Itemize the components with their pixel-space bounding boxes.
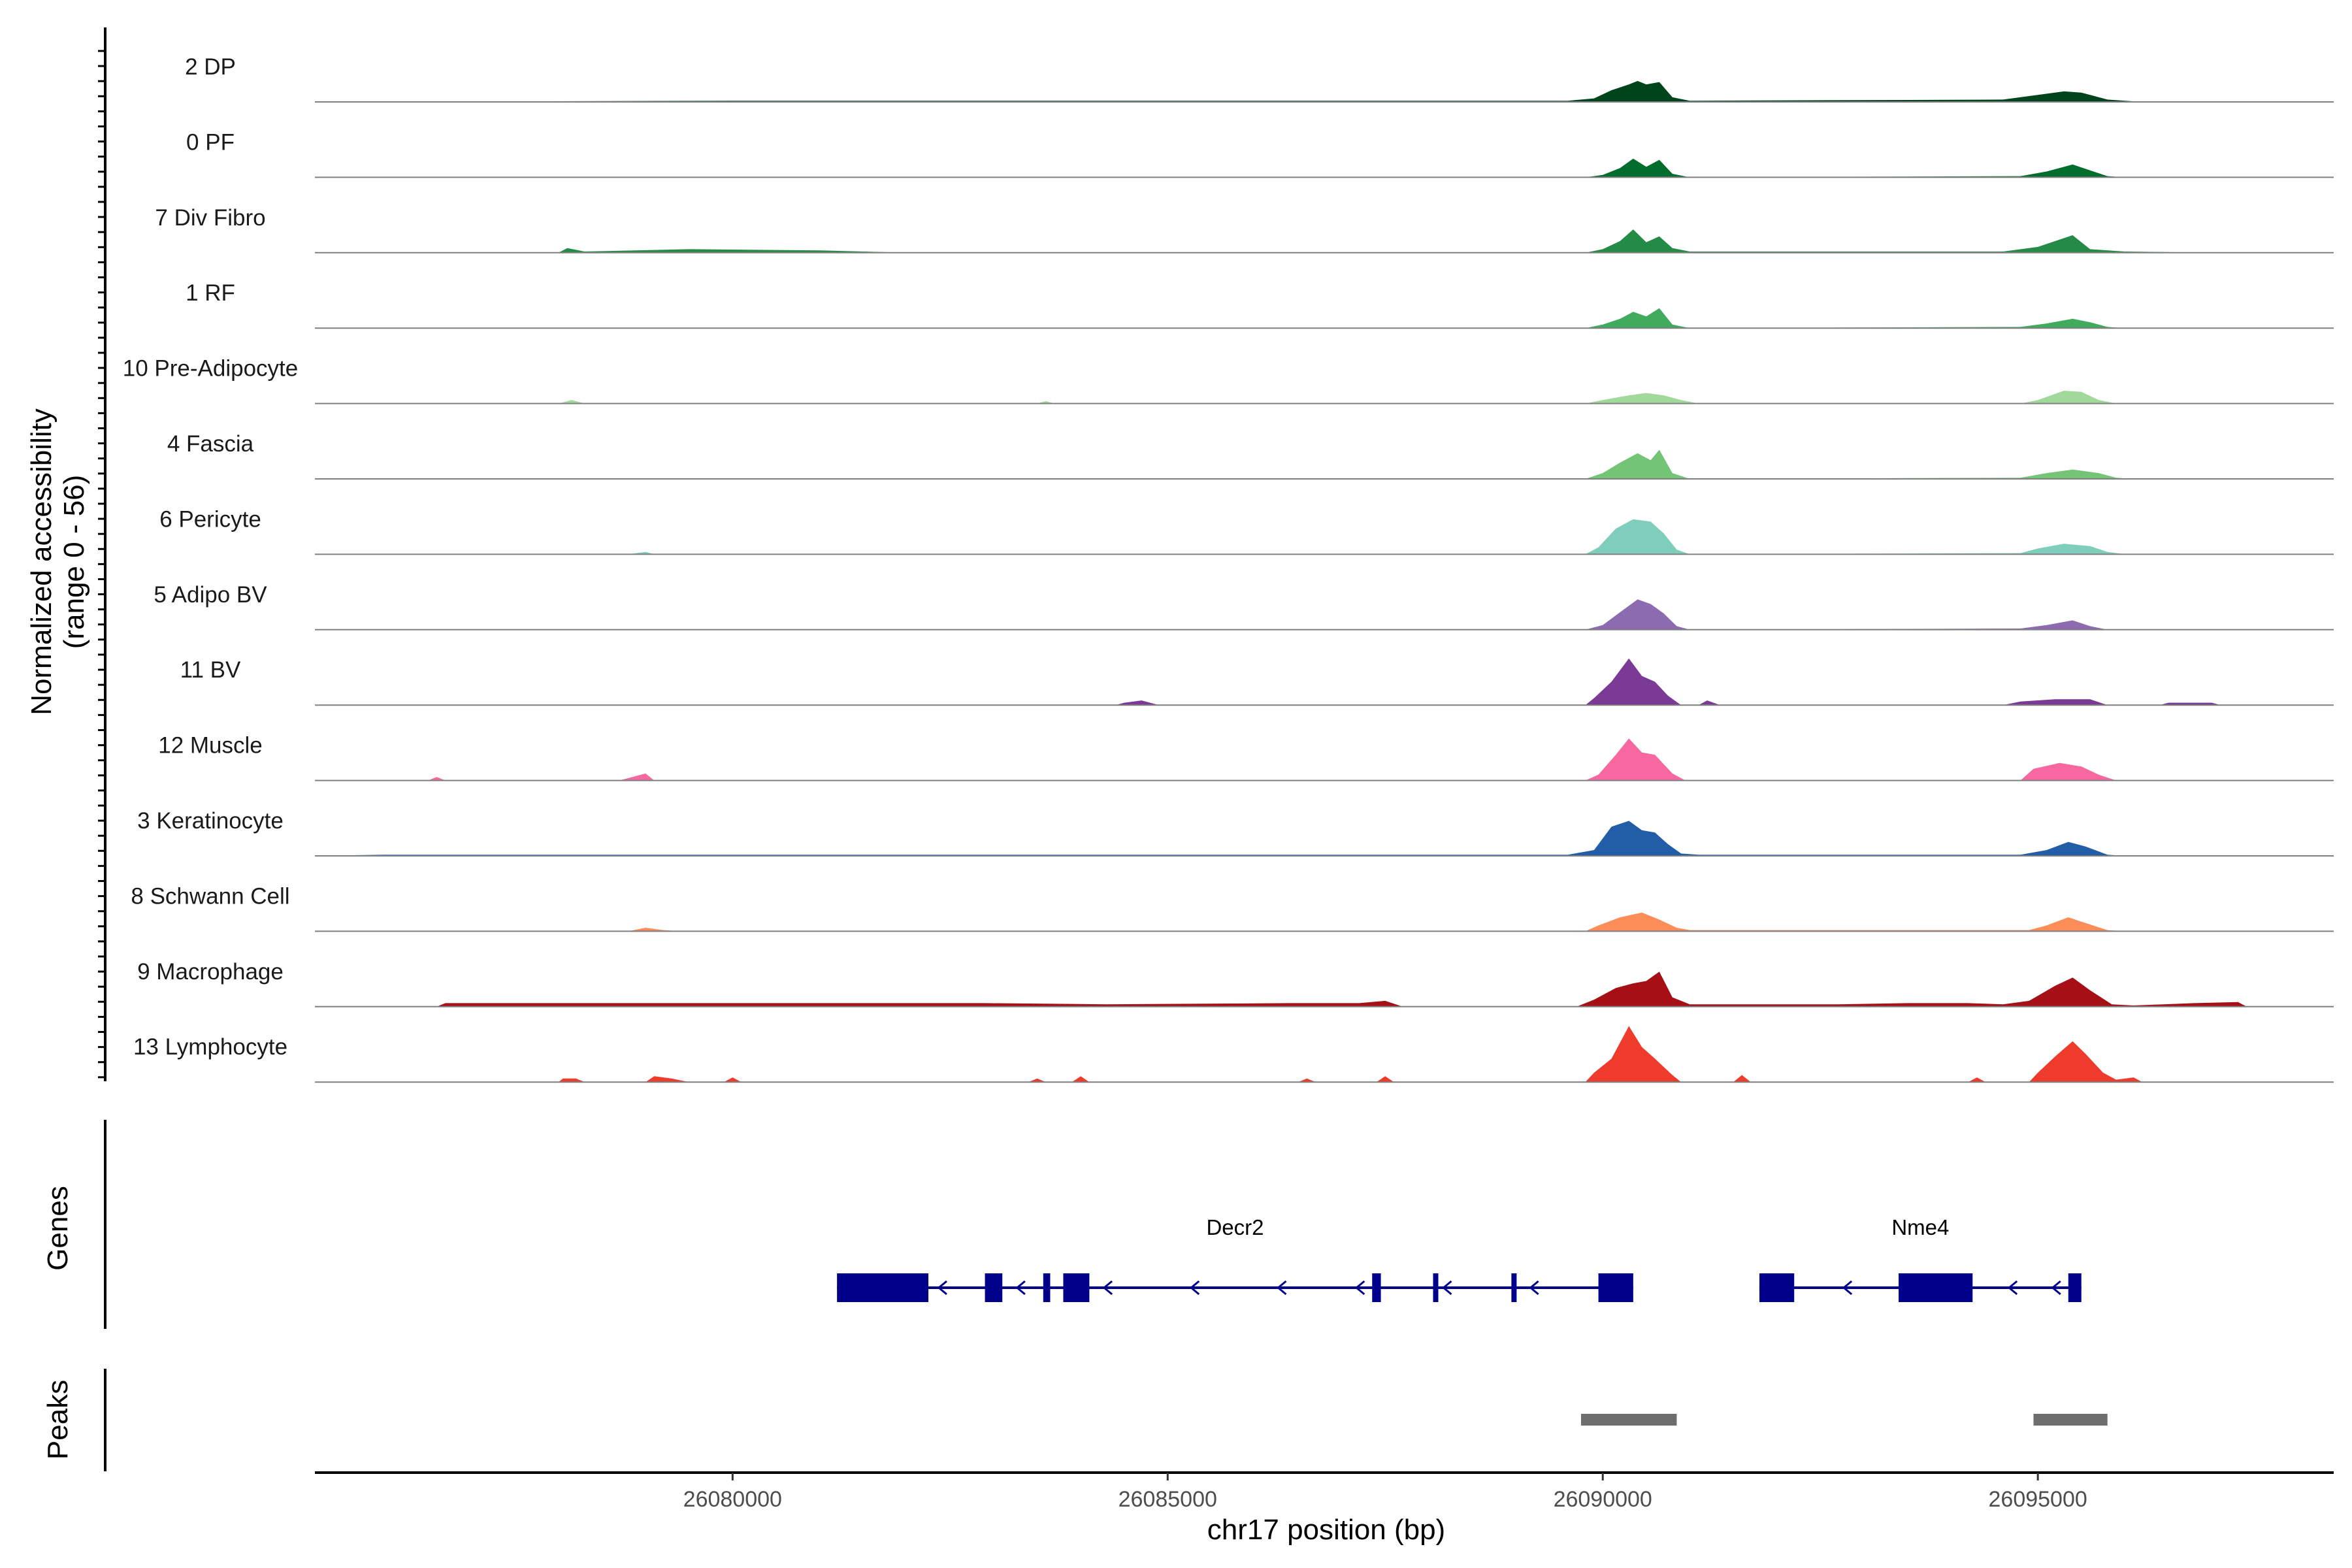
strand-arrow [1189, 1280, 1200, 1296]
track-8-schwann-cell: 8 Schwann Cell [131, 883, 2334, 932]
y-axis-title-line2: (range 0 - 56) [58, 475, 90, 649]
track-3-keratinocyte: 3 Keratinocyte [137, 808, 2334, 857]
exon [1433, 1273, 1439, 1302]
track-0-pf: 0 PF [186, 129, 2334, 178]
x-tick-label: 26095000 [1989, 1487, 2087, 1512]
track-label: 1 RF [186, 280, 235, 306]
strand-arrow [1354, 1280, 1365, 1296]
exon [1063, 1273, 1090, 1302]
track-label: 3 Keratinocyte [137, 808, 284, 834]
gene-track: Decr2 Nme4 [837, 1215, 2082, 1302]
coverage-area-4-fascia [315, 449, 2334, 479]
coverage-area-11-bv [315, 658, 2334, 706]
coverage-area-8-schwann-cell [315, 912, 2334, 932]
coverage-area-7-div-fibro [315, 229, 2334, 253]
coverage-area-10-pre-adipocyte [315, 391, 2334, 404]
track-5-adipo-bv: 5 Adipo BV [154, 582, 2334, 630]
x-axis: 26080000 26085000 26090000 26095000 [315, 1471, 2334, 1512]
coverage-area-0-pf [315, 158, 2334, 178]
peak-track [1580, 1414, 2108, 1426]
strand-arrow [2007, 1280, 2018, 1296]
coverage-tracks: 2 DP 0 PF 7 Div Fibro 1 RF 10 Pre-Adipocyte 4… [123, 54, 2334, 1083]
x-tick-label: 26080000 [683, 1487, 782, 1512]
track-label: 2 DP [185, 54, 236, 80]
exon [1511, 1273, 1517, 1302]
exon [1043, 1273, 1051, 1302]
strand-arrow [1442, 1280, 1452, 1296]
coverage-area-6-pericyte [315, 519, 2334, 555]
genes-track-label: Genes [42, 1186, 74, 1271]
x-tick-label: 26090000 [1554, 1487, 1652, 1512]
track-13-lymphocyte: 13 Lymphocyte [133, 1026, 2334, 1083]
exon [1598, 1273, 1633, 1302]
track-label: 7 Div Fibro [155, 205, 265, 231]
track-1-rf: 1 RF [186, 280, 2334, 329]
coverage-area-1-rf [315, 308, 2334, 329]
x-axis-title: chr17 position (bp) [1207, 1514, 1445, 1546]
track-6-pericyte: 6 Pericyte [159, 506, 2334, 555]
track-label: 13 Lymphocyte [133, 1034, 287, 1060]
peaks-track-label: Peaks [42, 1380, 74, 1460]
strand-arrow [937, 1280, 947, 1296]
track-label: 5 Adipo BV [154, 582, 267, 608]
track-label: 9 Macrophage [137, 959, 284, 985]
y-axis [98, 27, 106, 1471]
track-label: 6 Pericyte [159, 506, 261, 532]
track-9-macrophage: 9 Macrophage [137, 959, 2334, 1007]
coverage-area-13-lymphocyte [315, 1026, 2334, 1083]
y-axis-title-line1: Normalized accessibility [25, 408, 57, 715]
strand-arrow [1015, 1280, 1026, 1296]
track-label: 10 Pre-Adipocyte [123, 356, 298, 382]
coverage-area-3-keratinocyte [315, 821, 2334, 856]
track-2-dp: 2 DP [185, 54, 2334, 103]
exon [837, 1273, 928, 1302]
gene-decr2: Decr2 [837, 1215, 1633, 1302]
track-7-div-fibro: 7 Div Fibro [155, 205, 2334, 253]
strand-arrow [2051, 1280, 2061, 1296]
track-label: 0 PF [186, 129, 235, 155]
exon [2068, 1273, 2082, 1302]
strand-arrow [1842, 1280, 1853, 1296]
track-label: 11 BV [180, 657, 241, 683]
track-label: 8 Schwann Cell [131, 883, 289, 909]
gene-nme4: Nme4 [1759, 1215, 2082, 1302]
x-tick-label: 26085000 [1119, 1487, 1217, 1512]
gene-label: Decr2 [1206, 1215, 1264, 1239]
track-10-pre-adipocyte: 10 Pre-Adipocyte [123, 356, 2334, 404]
track-label: 4 Fascia [167, 431, 254, 457]
exon [1899, 1273, 1973, 1302]
exon [1759, 1273, 1795, 1302]
strand-arrow [1102, 1280, 1113, 1296]
exon [1372, 1273, 1381, 1302]
peak-bar [1580, 1414, 1677, 1426]
peak-bar [2033, 1414, 2108, 1426]
strand-arrow [1277, 1280, 1287, 1296]
strand-arrow [1529, 1280, 1539, 1296]
coverage-area-5-adipo-bv [315, 599, 2334, 630]
track-label: 12 Muscle [158, 733, 263, 759]
track-4-fascia: 4 Fascia [167, 431, 2334, 480]
coverage-area-2-dp [315, 80, 2334, 102]
exon [985, 1273, 1003, 1302]
coverage-area-9-macrophage [315, 972, 2334, 1007]
track-12-muscle: 12 Muscle [158, 733, 2334, 781]
gene-label: Nme4 [1891, 1215, 1949, 1239]
track-11-bv: 11 BV [180, 657, 2334, 706]
coverage-area-12-muscle [315, 738, 2334, 781]
